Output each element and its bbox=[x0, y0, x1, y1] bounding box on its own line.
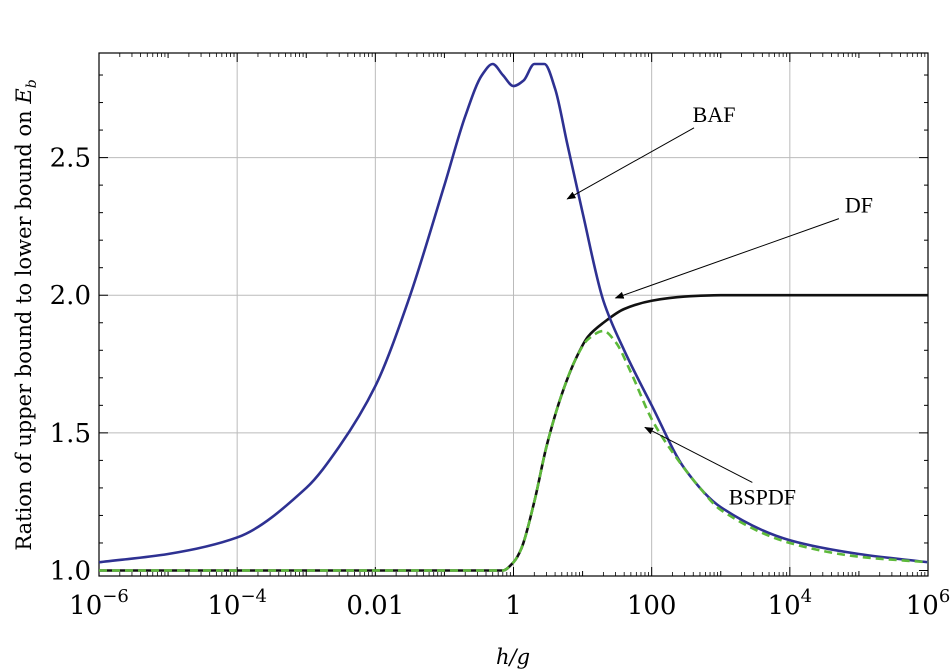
x-tick-label: 10−4 bbox=[207, 586, 267, 621]
x-tick-label: 10−6 bbox=[69, 586, 129, 621]
y-tick-label: 1.5 bbox=[50, 419, 91, 449]
grid bbox=[99, 53, 928, 576]
series-line-bspdf bbox=[98, 329, 929, 572]
annotation-arrow bbox=[644, 426, 753, 483]
y-tick-label: 1.0 bbox=[50, 556, 91, 586]
x-tick-label: 104 bbox=[768, 586, 813, 621]
y-tick-label: 2.5 bbox=[50, 144, 91, 174]
y-axis-title: Ration of upper bound to lower bound on … bbox=[12, 79, 40, 550]
x-axis-title: h/g bbox=[496, 645, 530, 669]
x-tick-label-exponent: −4 bbox=[240, 586, 267, 607]
annotations: BAF DF BSPDF bbox=[566, 102, 873, 509]
x-tick-label-base: 10 bbox=[207, 591, 240, 621]
series-line-baf bbox=[98, 62, 929, 564]
x-tick-label-base: 1 bbox=[505, 591, 522, 621]
x-tick-label-exponent: 4 bbox=[801, 586, 812, 607]
x-tick-label: 1 bbox=[505, 591, 522, 621]
y-tick-label: 2.0 bbox=[50, 281, 91, 311]
x-tick-label-base: 10 bbox=[906, 591, 939, 621]
y-axis-title-text: Ration of upper bound to lower bound on bbox=[12, 104, 36, 551]
annotation-arrow bbox=[614, 218, 840, 299]
annotation-arrow bbox=[566, 127, 695, 200]
x-tick-label-exponent: −6 bbox=[102, 586, 129, 607]
annotation-df: DF bbox=[845, 193, 873, 218]
x-tick-label-exponent: 6 bbox=[939, 586, 950, 607]
y-axis-title-subscript: b bbox=[24, 79, 40, 88]
x-tick-label-base: 10 bbox=[768, 591, 801, 621]
axis-ticks: 1.01.52.02.510−6 10−4 0.01 1 100 104 106 bbox=[50, 53, 951, 621]
x-tick-label-base: 0.01 bbox=[346, 591, 404, 621]
x-tick-label: 0.01 bbox=[346, 591, 404, 621]
x-tick-label: 100 bbox=[627, 591, 677, 621]
x-tick-label-base: 10 bbox=[69, 591, 102, 621]
annotation-bspdf: BSPDF bbox=[729, 484, 796, 509]
annotation-baf: BAF bbox=[693, 102, 736, 127]
y-axis-title-symbol: E bbox=[12, 88, 36, 104]
series-layer bbox=[98, 62, 929, 572]
x-tick-label: 106 bbox=[906, 586, 951, 621]
x-tick-label-base: 100 bbox=[627, 591, 677, 621]
